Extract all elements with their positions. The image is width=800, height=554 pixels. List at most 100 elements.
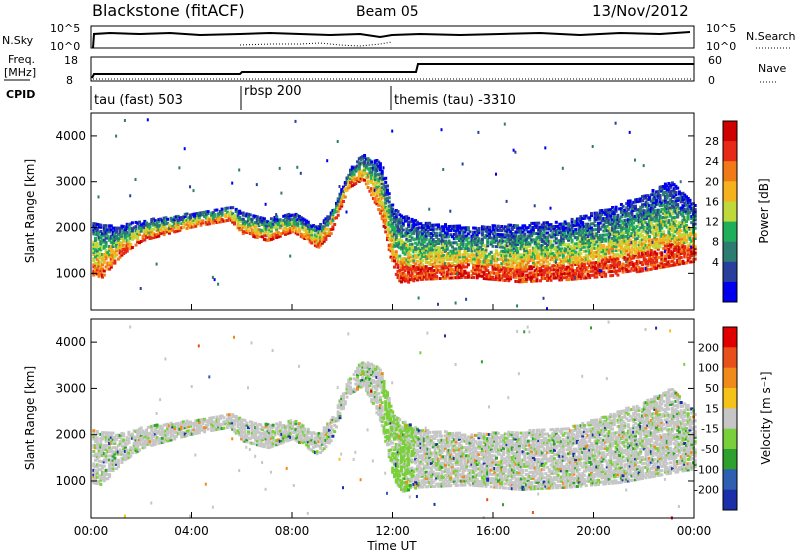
echo-cell xyxy=(421,238,425,242)
echo-cell xyxy=(387,243,391,247)
echo-cell xyxy=(539,273,542,277)
echo-cell xyxy=(593,246,597,250)
echo-cell xyxy=(371,182,375,186)
echo-cell xyxy=(609,220,613,224)
echo-cell xyxy=(537,256,541,260)
echo-cell xyxy=(442,270,446,274)
echo-cell xyxy=(623,212,627,216)
nsky-tick-top: 10^5 xyxy=(50,22,80,35)
echo-cell xyxy=(275,221,279,225)
echo-cell xyxy=(410,224,414,228)
echo-cell xyxy=(401,275,405,279)
echo-cell xyxy=(546,252,549,256)
echo-cell xyxy=(201,221,205,225)
echo-cell xyxy=(677,250,681,254)
echo-cell xyxy=(255,236,259,239)
echo-cell xyxy=(401,224,405,228)
echo-cell xyxy=(683,220,687,224)
echo-cell xyxy=(491,277,495,281)
echo-cell xyxy=(238,218,242,221)
echo-cell xyxy=(120,233,124,236)
echo-cell xyxy=(655,209,659,212)
echo-cell xyxy=(429,246,433,250)
echo-cell xyxy=(540,238,544,241)
echo-cell xyxy=(92,437,96,441)
echo-cell xyxy=(491,236,495,240)
echo-cell xyxy=(484,275,488,279)
echo-cell xyxy=(512,244,516,248)
echo-cell xyxy=(377,191,381,195)
nave-label: Nave xyxy=(758,62,786,75)
echo-cell xyxy=(162,233,166,237)
echo-cell xyxy=(143,230,147,234)
echo-cell xyxy=(639,213,643,217)
echo-cell xyxy=(491,224,495,228)
echo-cell xyxy=(122,243,126,247)
echo-cell xyxy=(387,196,391,200)
echo-cell xyxy=(120,237,124,241)
echo-cell xyxy=(382,212,386,216)
echo-cell xyxy=(567,224,571,228)
echo-cell xyxy=(503,243,507,247)
echo-cell xyxy=(582,262,586,266)
echo-cell xyxy=(628,203,632,207)
echo-cell xyxy=(405,215,409,219)
echo-cell xyxy=(619,244,623,248)
echo-cell xyxy=(514,232,518,236)
echo-cell xyxy=(604,239,608,243)
echo-cell xyxy=(614,271,618,275)
cpid-segment-1: tau (fast) 503 xyxy=(94,93,183,108)
echo-cell xyxy=(546,248,549,251)
echo-cell xyxy=(621,256,625,260)
echo-cell xyxy=(626,230,630,234)
echo-cell xyxy=(428,252,432,256)
echo-cell xyxy=(412,279,416,283)
echo-cell xyxy=(433,233,437,237)
echo-cell xyxy=(197,217,201,221)
echo-cell xyxy=(465,271,469,275)
echo-cell xyxy=(535,277,539,281)
echo-cell xyxy=(473,230,477,234)
echo-cell xyxy=(268,230,272,234)
echo-cell xyxy=(662,240,666,244)
echo-cell xyxy=(141,222,145,226)
echo-cell xyxy=(626,247,630,251)
echo-cell xyxy=(225,206,229,210)
echo-cell xyxy=(486,234,490,237)
echo-cell xyxy=(428,232,432,236)
echo-cell xyxy=(651,261,655,265)
echo-cell xyxy=(248,221,252,225)
echo-cell xyxy=(514,253,518,257)
echo-cell xyxy=(655,260,659,264)
echo-cell xyxy=(514,238,518,242)
echo-cell xyxy=(382,189,386,193)
echo-cell xyxy=(389,239,393,243)
echo-cell xyxy=(160,223,164,227)
echo-cell xyxy=(280,223,284,227)
echo-cell xyxy=(250,220,254,224)
echo-cell xyxy=(92,472,96,476)
echo-cell xyxy=(672,249,676,253)
echo-cell xyxy=(591,232,595,236)
scatter-cell xyxy=(134,178,137,181)
echo-cell xyxy=(565,245,569,249)
echo-cell xyxy=(113,259,117,263)
echo-cell xyxy=(176,229,180,233)
echo-cell xyxy=(584,241,588,245)
echo-cell xyxy=(572,273,576,277)
echo-cell xyxy=(686,250,690,254)
echo-cell xyxy=(482,250,486,254)
echo-cell xyxy=(688,242,692,246)
echo-cell xyxy=(540,258,544,262)
echo-cell xyxy=(651,191,655,195)
echo-cell xyxy=(451,276,454,280)
echo-cell xyxy=(315,242,319,246)
echo-cell xyxy=(509,265,513,268)
echo-cell xyxy=(143,238,147,242)
echo-cell xyxy=(343,189,347,193)
echo-cell xyxy=(233,222,236,226)
echo-cell xyxy=(533,221,537,225)
echo-cell xyxy=(523,228,527,232)
echo-cell xyxy=(686,246,690,250)
echo-cell xyxy=(509,248,513,252)
